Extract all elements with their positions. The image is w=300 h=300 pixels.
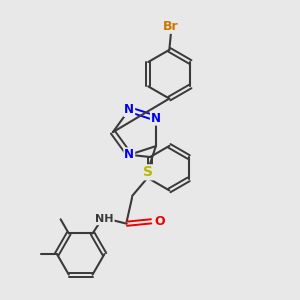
- Text: N: N: [124, 148, 134, 161]
- Text: Br: Br: [163, 20, 178, 33]
- Text: NH: NH: [95, 214, 114, 224]
- Text: O: O: [154, 215, 165, 228]
- Text: S: S: [143, 165, 153, 179]
- Text: N: N: [151, 112, 161, 125]
- Text: N: N: [124, 103, 134, 116]
